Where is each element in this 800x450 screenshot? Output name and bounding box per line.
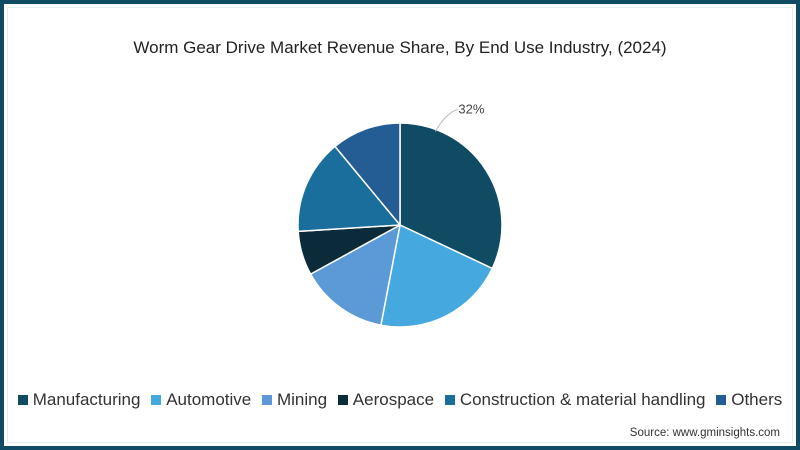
chart-title: Worm Gear Drive Market Revenue Share, By…	[133, 38, 667, 57]
legend-swatch-icon	[337, 395, 348, 405]
legend-label: Mining	[276, 390, 328, 409]
legend-label: Construction & material handling	[459, 390, 706, 409]
legend-item-automotive[interactable]: Automotive	[151, 390, 251, 410]
legend-label: Aerospace	[352, 390, 435, 409]
legend-swatch-icon	[444, 395, 455, 405]
legend-label: Manufacturing	[32, 390, 141, 409]
pie-slice-automotive[interactable]	[380, 224, 494, 328]
legend-swatch-icon	[261, 395, 272, 405]
pie-chart: 32%	[297, 101, 503, 328]
pie-slices	[297, 122, 503, 328]
chart-legend: Manufacturing Automotive Mining Aerospac…	[4, 390, 796, 410]
legend-item-construction[interactable]: Construction & material handling	[444, 390, 706, 410]
source-note: Source: www.gminsights.com	[629, 427, 780, 439]
legend-swatch-icon	[17, 395, 28, 405]
legend-label: Automotive	[166, 390, 252, 409]
legend-item-manufacturing[interactable]: Manufacturing	[17, 390, 141, 410]
label-leader-line	[434, 109, 458, 132]
legend-swatch-icon	[716, 395, 727, 405]
pie-slice-mining[interactable]	[309, 224, 401, 326]
legend-item-others[interactable]: Others	[716, 390, 782, 410]
legend-item-aerospace[interactable]: Aerospace	[337, 390, 435, 410]
legend-label: Others	[731, 390, 783, 409]
pie-slice-manufacturing[interactable]	[399, 122, 503, 270]
chart-frame: Worm Gear Drive Market Revenue Share, By…	[4, 4, 796, 446]
pie-slice-construction-material-handling[interactable]	[297, 145, 401, 233]
data-label: 32%	[458, 101, 484, 116]
pie-slice-others[interactable]	[334, 122, 401, 226]
pie-labels: 32%	[434, 101, 485, 132]
legend-swatch-icon	[151, 395, 162, 405]
legend-item-mining[interactable]: Mining	[261, 390, 328, 410]
